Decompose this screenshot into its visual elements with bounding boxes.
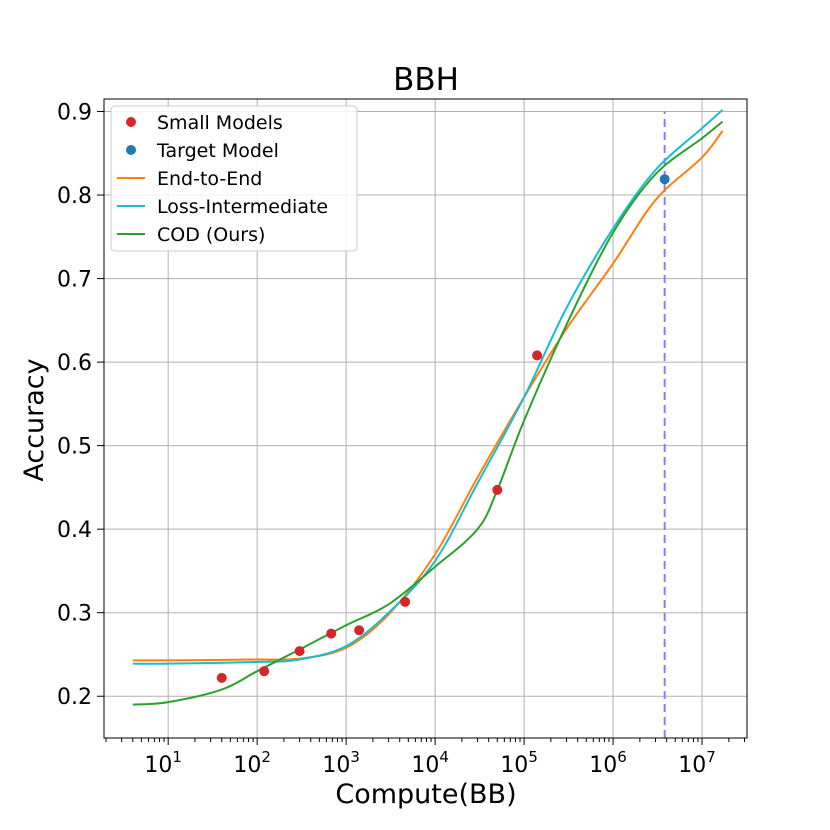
x-tick-exponent: 4 bbox=[439, 748, 449, 766]
x-tick-label: 103 bbox=[322, 748, 360, 778]
x-tick-base: 10 bbox=[322, 753, 350, 778]
series-line-end-to-end bbox=[132, 130, 724, 662]
x-tick-exponent: 5 bbox=[528, 748, 538, 766]
y-axis-title: Accuracy bbox=[19, 358, 50, 481]
series-layer bbox=[132, 109, 724, 706]
x-tick-label: 101 bbox=[144, 748, 182, 778]
legend-label: Target Model bbox=[156, 140, 279, 162]
data-point-small-models bbox=[216, 672, 227, 683]
y-tick-label: 0.9 bbox=[57, 101, 92, 126]
y-tick-label: 0.3 bbox=[57, 602, 92, 627]
data-point-small-models bbox=[532, 350, 543, 361]
data-point-small-models bbox=[326, 628, 337, 639]
data-point-small-models bbox=[354, 625, 365, 636]
legend: Small Models Target Model End-to-End Loss-I… bbox=[110, 105, 358, 252]
legend-label: Loss-Intermediate bbox=[157, 196, 328, 218]
x-tick-exponent: 3 bbox=[350, 748, 360, 766]
x-tick-label: 107 bbox=[678, 748, 716, 778]
y-tick-label: 0.2 bbox=[57, 685, 92, 710]
data-point-small-models bbox=[400, 596, 411, 607]
x-tick-exponent: 1 bbox=[172, 748, 182, 766]
y-tick-label: 0.5 bbox=[57, 435, 92, 460]
legend-swatch-marker bbox=[126, 117, 136, 127]
x-tick-base: 10 bbox=[233, 753, 261, 778]
x-tick-base: 10 bbox=[678, 753, 706, 778]
data-point-small-models bbox=[492, 484, 503, 495]
x-tick-base: 10 bbox=[411, 753, 439, 778]
x-tick-exponent: 7 bbox=[706, 748, 716, 766]
legend-label: End-to-End bbox=[157, 168, 262, 190]
x-tick-label: 104 bbox=[411, 748, 449, 778]
y-tick-label: 0.8 bbox=[57, 184, 92, 209]
legend-label: Small Models bbox=[157, 112, 283, 134]
data-point-small-models bbox=[259, 666, 270, 677]
y-tick-label: 0.6 bbox=[57, 351, 92, 376]
data-point-small-models bbox=[294, 646, 305, 657]
x-tick-base: 10 bbox=[589, 753, 617, 778]
x-tick-label: 105 bbox=[500, 748, 538, 778]
x-axis-title: Compute(BB) bbox=[335, 779, 516, 810]
y-tick-label: 0.4 bbox=[57, 518, 92, 543]
legend-label: COD (Ours) bbox=[157, 224, 265, 246]
data-point-target-model bbox=[659, 174, 670, 185]
legend-swatch-marker bbox=[126, 145, 136, 155]
x-tick-label: 102 bbox=[233, 748, 271, 778]
x-tick-base: 10 bbox=[144, 753, 172, 778]
series-line-cod-ours bbox=[132, 120, 724, 706]
x-tick-exponent: 6 bbox=[617, 748, 627, 766]
legend-box bbox=[110, 105, 358, 252]
x-tick-exponent: 2 bbox=[261, 748, 271, 766]
x-tick-base: 10 bbox=[500, 753, 528, 778]
chart-title: BBH bbox=[393, 62, 459, 98]
plot-frame bbox=[103, 98, 748, 739]
series-line-loss-intermediate bbox=[132, 109, 724, 665]
x-tick-label: 106 bbox=[589, 748, 627, 778]
y-tick-label: 0.7 bbox=[57, 268, 92, 293]
